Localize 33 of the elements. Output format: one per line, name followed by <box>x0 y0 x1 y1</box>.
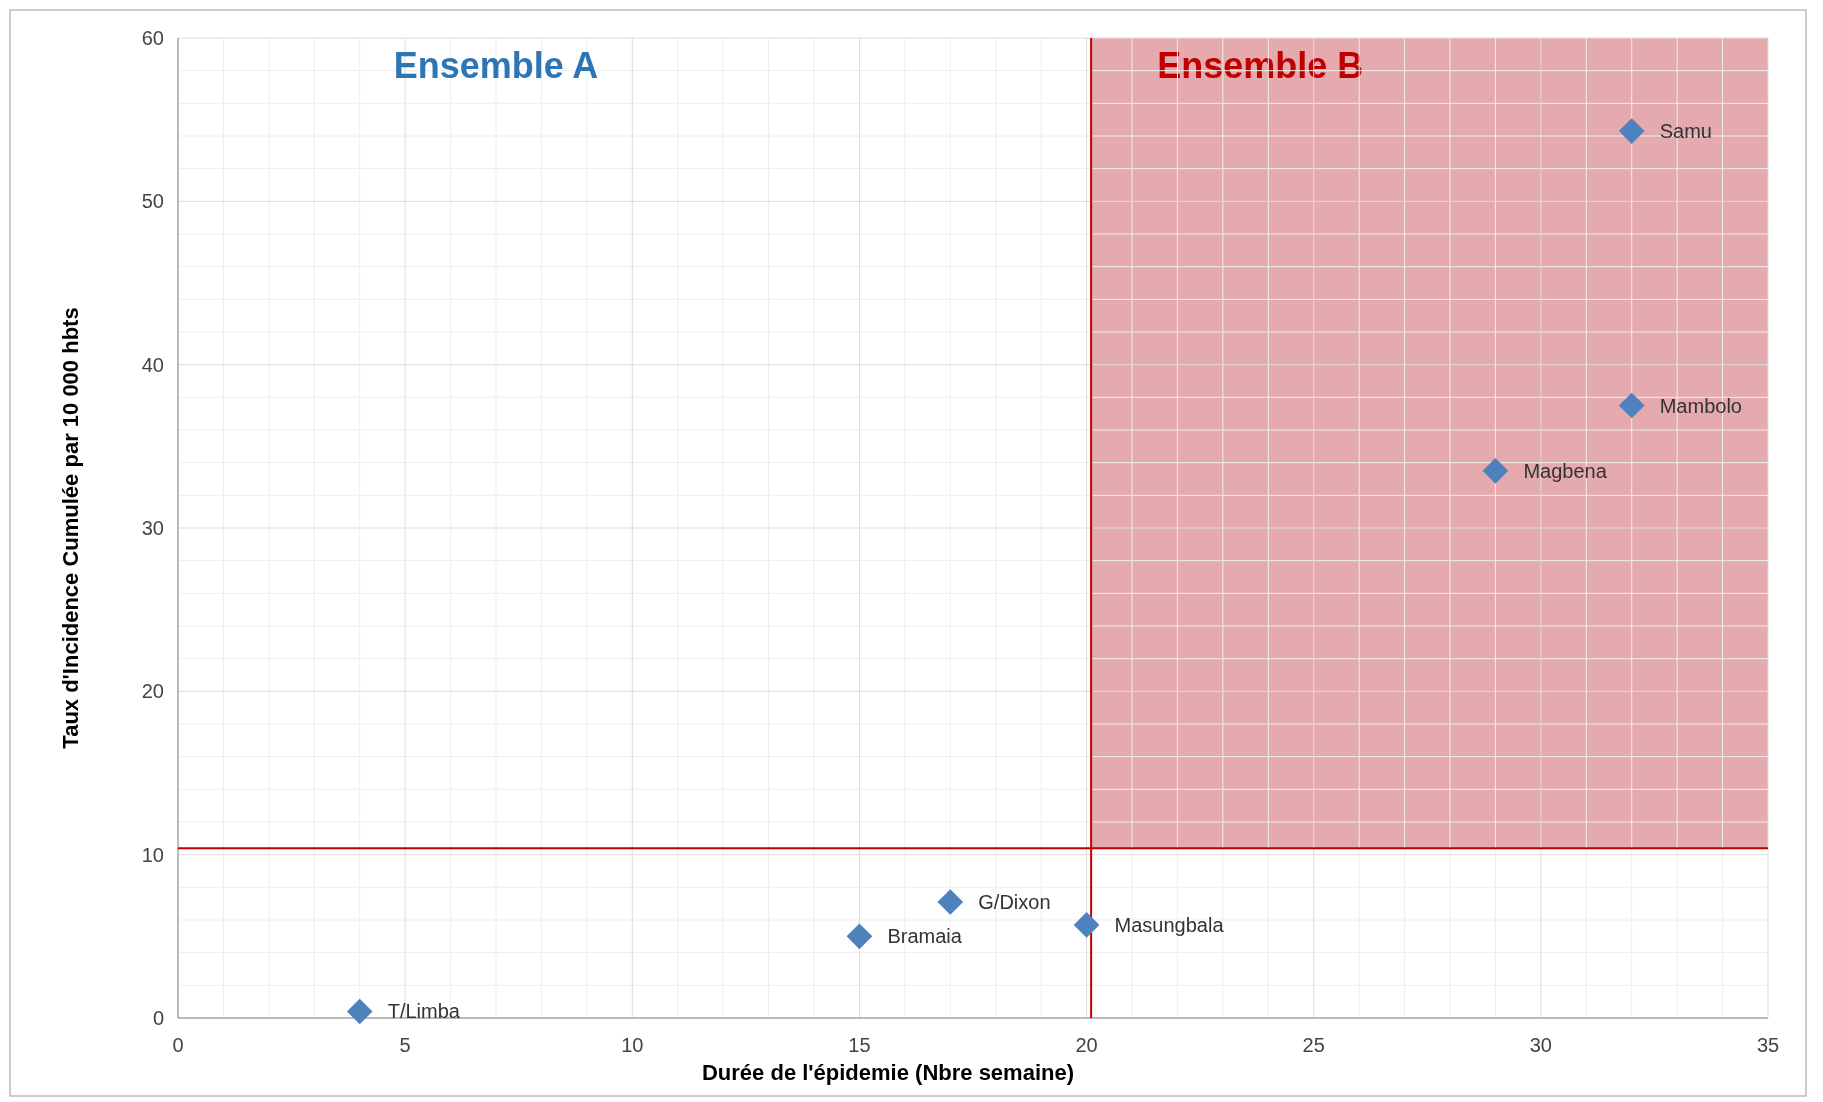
annotation: Mambolo <box>1659 394 1742 417</box>
x-tick-label: 5 <box>399 1034 411 1056</box>
band-label: Ensemble B <box>1157 45 1364 86</box>
x-tick-label: 25 <box>1302 1034 1325 1056</box>
point <box>937 889 964 915</box>
annotation: Masungbala <box>1114 913 1225 936</box>
x-tick-label: 0 <box>172 1034 184 1056</box>
annotation: T/Limba <box>387 1000 461 1023</box>
y-tick-label: 60 <box>141 27 164 49</box>
annotation: Samu <box>1659 120 1712 143</box>
x-tick-label: 30 <box>1529 1034 1552 1056</box>
point <box>1618 118 1645 144</box>
x-tick-label: 10 <box>621 1034 644 1056</box>
y-tick-label: 30 <box>141 517 164 539</box>
y-axis-title: Taux d'Incidence Cumulée par 10 000 hbts <box>58 307 83 749</box>
y-tick-label: 0 <box>152 1007 164 1029</box>
point <box>846 923 873 950</box>
x-tick-label: 20 <box>1075 1034 1098 1056</box>
y-tick-label: 20 <box>141 680 164 703</box>
y-tick-label: 40 <box>141 353 164 376</box>
point <box>1482 458 1509 484</box>
point <box>346 998 373 1025</box>
point <box>1073 912 1100 938</box>
x-axis-title: Durée de l'épidemie (Nbre semaine) <box>701 1060 1075 1085</box>
x-tick-label: 35 <box>1756 1034 1780 1056</box>
y-tick-label: 10 <box>141 843 164 866</box>
annotation: Ensemble A <box>393 45 599 86</box>
annotation: Magbena <box>1523 459 1608 482</box>
y-tick-label: 50 <box>141 190 164 213</box>
point <box>1618 392 1645 419</box>
annotation: Bramaia <box>887 925 963 948</box>
annotation: G/Dixon <box>978 891 1051 914</box>
x-tick-label: 15 <box>848 1034 871 1056</box>
